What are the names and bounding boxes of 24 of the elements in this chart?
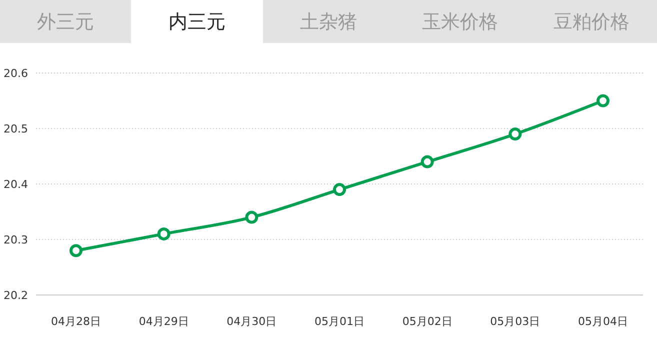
x-tick-label: 05月01日 (314, 314, 364, 328)
x-tick-label: 04月30日 (226, 314, 277, 328)
text: 玉米价格 (420, 10, 499, 34)
x-tick-label: 05月03日 (490, 314, 540, 328)
y-tick-label: 20.3 (4, 233, 28, 246)
y-tick-label: 20.6 (4, 66, 28, 80)
point (596, 94, 610, 108)
point (333, 183, 346, 196)
y-tick-label: 20.4 (4, 178, 28, 191)
text: 内三元 (131, 0, 263, 43)
x-tick-label: 04月28日 (51, 314, 101, 328)
x-tick-label: 05月02日 (402, 314, 452, 328)
y-tick-label: 20.5 (4, 122, 28, 136)
point (508, 128, 522, 141)
point (70, 244, 82, 258)
y-tick-label: 20.2 (4, 288, 28, 302)
x-tick-label: 05月04日 (578, 314, 628, 328)
point (245, 210, 258, 224)
text: 豆粕价格 (552, 10, 630, 34)
text: 土杂猪 (299, 10, 358, 34)
x-tick-label: 04月29日 (138, 314, 189, 328)
point (420, 155, 434, 168)
text: 外三元 (36, 10, 96, 34)
point (157, 227, 170, 240)
